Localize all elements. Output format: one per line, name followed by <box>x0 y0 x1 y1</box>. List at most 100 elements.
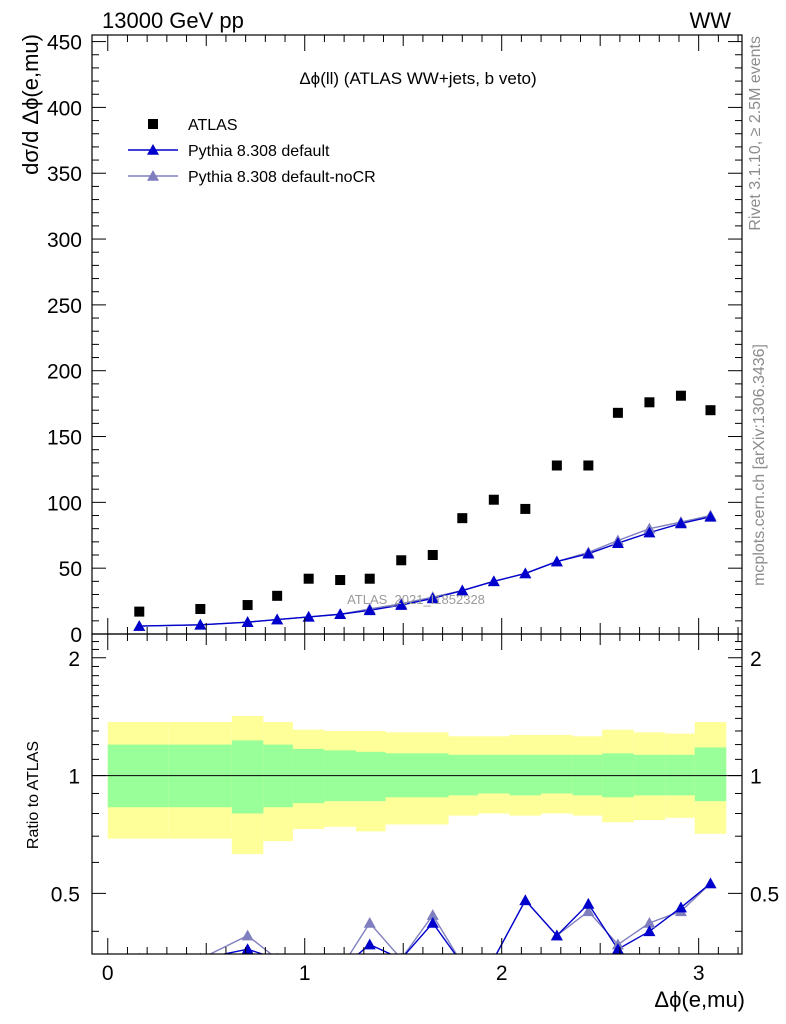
atlas-point <box>488 494 499 505</box>
ratio-series-point <box>426 917 439 928</box>
y-tick-label: 100 <box>47 492 82 515</box>
side-label-mcplots: mcplots.cern.ch [arXiv:1306.3436] <box>751 344 768 586</box>
atlas-point <box>134 606 145 617</box>
series-point <box>582 547 595 559</box>
atlas-point <box>242 600 253 611</box>
atlas-point <box>644 397 655 408</box>
series-point <box>487 575 500 587</box>
y-tick-label: 200 <box>47 361 82 384</box>
series-point <box>519 567 532 579</box>
ratio-series-line <box>208 882 711 954</box>
ratio-series-point <box>363 917 376 928</box>
y-axis-label: dσ/d Δϕ(e,mu) <box>18 34 43 175</box>
series-point <box>363 604 376 616</box>
ratio-tick-label: 0.5 <box>51 883 80 906</box>
ratio-tick-label: 1 <box>68 766 80 789</box>
legend: ATLAS Pythia 8.308 default Pythia 8.308 de… <box>128 117 376 186</box>
x-axis-label: Δϕ(e,mu) <box>654 987 745 1012</box>
atlas-point <box>675 390 686 401</box>
series-point <box>241 616 254 627</box>
ratio-band-inner <box>231 740 264 814</box>
series-point <box>426 592 439 604</box>
ratio-lines <box>208 882 711 954</box>
ratio-series-line <box>220 882 711 954</box>
ratio-tick-label: 0.5 <box>750 883 779 906</box>
ratio-tick-label: 1 <box>750 766 762 789</box>
ratio-tick-label: 2 <box>750 648 762 671</box>
header-right: WW <box>689 8 731 33</box>
atlas-point <box>396 555 407 566</box>
series-point <box>302 610 315 622</box>
legend-marker <box>148 119 158 129</box>
ratio-series-point <box>674 901 687 913</box>
ratio-bands <box>92 715 742 855</box>
ratio-series-point <box>550 929 563 941</box>
y-tick-label: 300 <box>47 229 82 252</box>
ratio-frame <box>91 633 743 955</box>
ratio-band-inner <box>478 754 510 794</box>
legend-marker <box>147 144 159 155</box>
ratio-series-point <box>582 897 595 909</box>
ratio-series-point <box>241 943 254 954</box>
y-tick-label: 350 <box>47 163 82 186</box>
legend-marker <box>147 170 159 181</box>
series-point <box>611 537 624 548</box>
series-point <box>133 620 146 631</box>
atlas-point <box>195 603 206 614</box>
ratio-series-point <box>643 925 656 937</box>
ratio-series-point <box>426 909 439 920</box>
series-point <box>334 608 347 620</box>
y-tick-label: 450 <box>47 32 82 55</box>
atlas-point <box>427 550 438 561</box>
ratio-band-inner <box>541 754 573 794</box>
atlas-point <box>457 513 468 524</box>
atlas-point <box>612 407 623 418</box>
series-point <box>194 618 207 630</box>
series-point <box>674 517 687 529</box>
ratio-series-point <box>363 938 376 950</box>
series-point <box>271 613 284 625</box>
ratio-series-point <box>334 963 346 974</box>
ratio-axis-label: Ratio to ATLAS <box>25 741 42 849</box>
series-line <box>139 514 711 627</box>
legend-label: ATLAS <box>188 117 238 134</box>
chart-title: Δϕ(ll) (ATLAS WW+jets, b veto) <box>299 69 536 88</box>
legend-label: Pythia 8.308 default-noCR <box>188 169 376 186</box>
watermark: ATLAS_2021_I1852328 <box>347 592 485 607</box>
x-tick-label: 0 <box>102 962 114 985</box>
ratio-series-point <box>456 958 468 969</box>
series-point <box>456 584 469 596</box>
atlas-point <box>272 590 283 601</box>
ratio-series-point <box>241 929 254 941</box>
series-point <box>550 555 563 567</box>
ratio-series-point <box>456 958 468 969</box>
y-tick-label: 400 <box>47 97 82 120</box>
header-left: 13000 GeV pp <box>102 8 244 33</box>
ratio-series-point <box>519 894 532 906</box>
y-tick-label: 0 <box>70 624 82 647</box>
main-series-lines <box>139 514 711 627</box>
y-tick-label: 150 <box>47 427 82 450</box>
ratio-series-point <box>704 877 717 889</box>
ratio-band-inner <box>355 751 386 802</box>
atlas-point <box>583 460 594 471</box>
y-tick-label: 250 <box>47 295 82 318</box>
series-point <box>643 526 656 538</box>
atlas-point <box>551 460 562 471</box>
atlas-point <box>364 573 375 584</box>
atlas-point <box>705 405 716 416</box>
side-label-rivet: Rivet 3.1.10, ≥ 2.5M events <box>747 36 764 231</box>
ratio-series-point <box>334 963 346 974</box>
ratio-band-inner <box>694 747 727 802</box>
series-line <box>139 516 711 627</box>
ratio-tick-label: 2 <box>68 648 80 671</box>
x-tick-label: 3 <box>693 962 705 985</box>
atlas-point <box>335 575 346 586</box>
x-tick-label: 2 <box>496 962 508 985</box>
series-point <box>704 510 717 522</box>
atlas-point <box>520 503 531 514</box>
main-series-markers <box>133 390 717 631</box>
atlas-point <box>303 573 314 584</box>
